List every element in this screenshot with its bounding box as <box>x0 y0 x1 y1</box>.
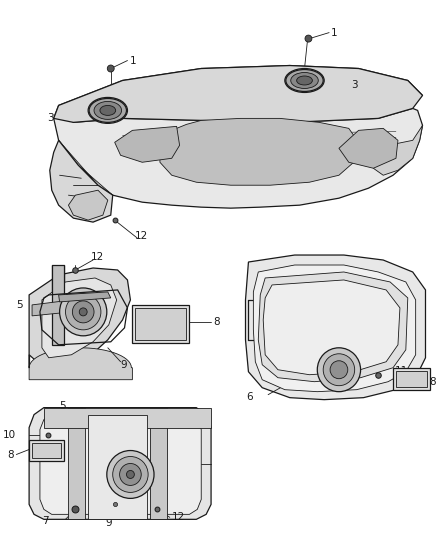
Bar <box>52 265 64 345</box>
Text: 12: 12 <box>91 252 104 262</box>
Polygon shape <box>339 128 398 168</box>
Text: 6: 6 <box>246 392 252 402</box>
Text: 11: 11 <box>395 366 408 376</box>
Ellipse shape <box>127 471 134 479</box>
Polygon shape <box>253 265 416 392</box>
Ellipse shape <box>79 308 87 316</box>
Polygon shape <box>42 278 117 358</box>
Polygon shape <box>32 298 91 316</box>
Text: 12: 12 <box>134 231 148 241</box>
Text: 12: 12 <box>172 512 185 522</box>
Ellipse shape <box>113 456 148 492</box>
Polygon shape <box>68 190 108 220</box>
Polygon shape <box>29 408 211 519</box>
Ellipse shape <box>100 106 116 116</box>
Text: 5: 5 <box>59 401 66 410</box>
Polygon shape <box>245 255 425 400</box>
Polygon shape <box>88 415 147 519</box>
Polygon shape <box>40 415 201 514</box>
Text: 9: 9 <box>120 360 127 370</box>
Bar <box>135 308 187 340</box>
Polygon shape <box>258 272 408 382</box>
Polygon shape <box>115 126 180 162</box>
Ellipse shape <box>317 348 360 392</box>
Ellipse shape <box>72 301 94 323</box>
Ellipse shape <box>330 361 348 379</box>
Text: 8: 8 <box>8 449 14 459</box>
Polygon shape <box>150 408 167 519</box>
Bar <box>29 440 64 462</box>
Text: 1: 1 <box>331 28 338 38</box>
Ellipse shape <box>286 69 323 92</box>
Ellipse shape <box>66 294 101 330</box>
Text: 9: 9 <box>106 518 112 528</box>
Ellipse shape <box>291 72 318 88</box>
Text: 10: 10 <box>3 430 16 440</box>
Ellipse shape <box>297 76 312 85</box>
Text: 3: 3 <box>351 80 357 91</box>
Polygon shape <box>29 268 131 368</box>
Polygon shape <box>59 292 111 302</box>
Ellipse shape <box>89 99 127 123</box>
Polygon shape <box>54 106 423 208</box>
Text: 8: 8 <box>429 377 436 387</box>
Bar <box>32 442 60 458</box>
Polygon shape <box>59 140 113 195</box>
Polygon shape <box>44 408 211 427</box>
Text: 8: 8 <box>213 317 220 327</box>
Ellipse shape <box>94 101 122 119</box>
Ellipse shape <box>107 65 114 72</box>
Polygon shape <box>263 280 400 375</box>
Polygon shape <box>50 140 113 222</box>
Bar <box>132 305 189 343</box>
Ellipse shape <box>107 450 154 498</box>
Ellipse shape <box>120 464 141 486</box>
Polygon shape <box>160 118 359 185</box>
Text: 3: 3 <box>47 114 54 123</box>
Bar <box>396 371 427 386</box>
Ellipse shape <box>60 288 107 336</box>
Polygon shape <box>54 66 423 123</box>
Text: 2: 2 <box>385 349 392 359</box>
Text: 7: 7 <box>42 516 49 526</box>
Bar <box>393 368 431 390</box>
Ellipse shape <box>323 354 355 386</box>
Text: 1: 1 <box>130 55 136 66</box>
Text: 5: 5 <box>16 300 23 310</box>
Ellipse shape <box>305 35 312 42</box>
Polygon shape <box>68 408 85 519</box>
Polygon shape <box>368 125 423 175</box>
Polygon shape <box>29 348 132 379</box>
